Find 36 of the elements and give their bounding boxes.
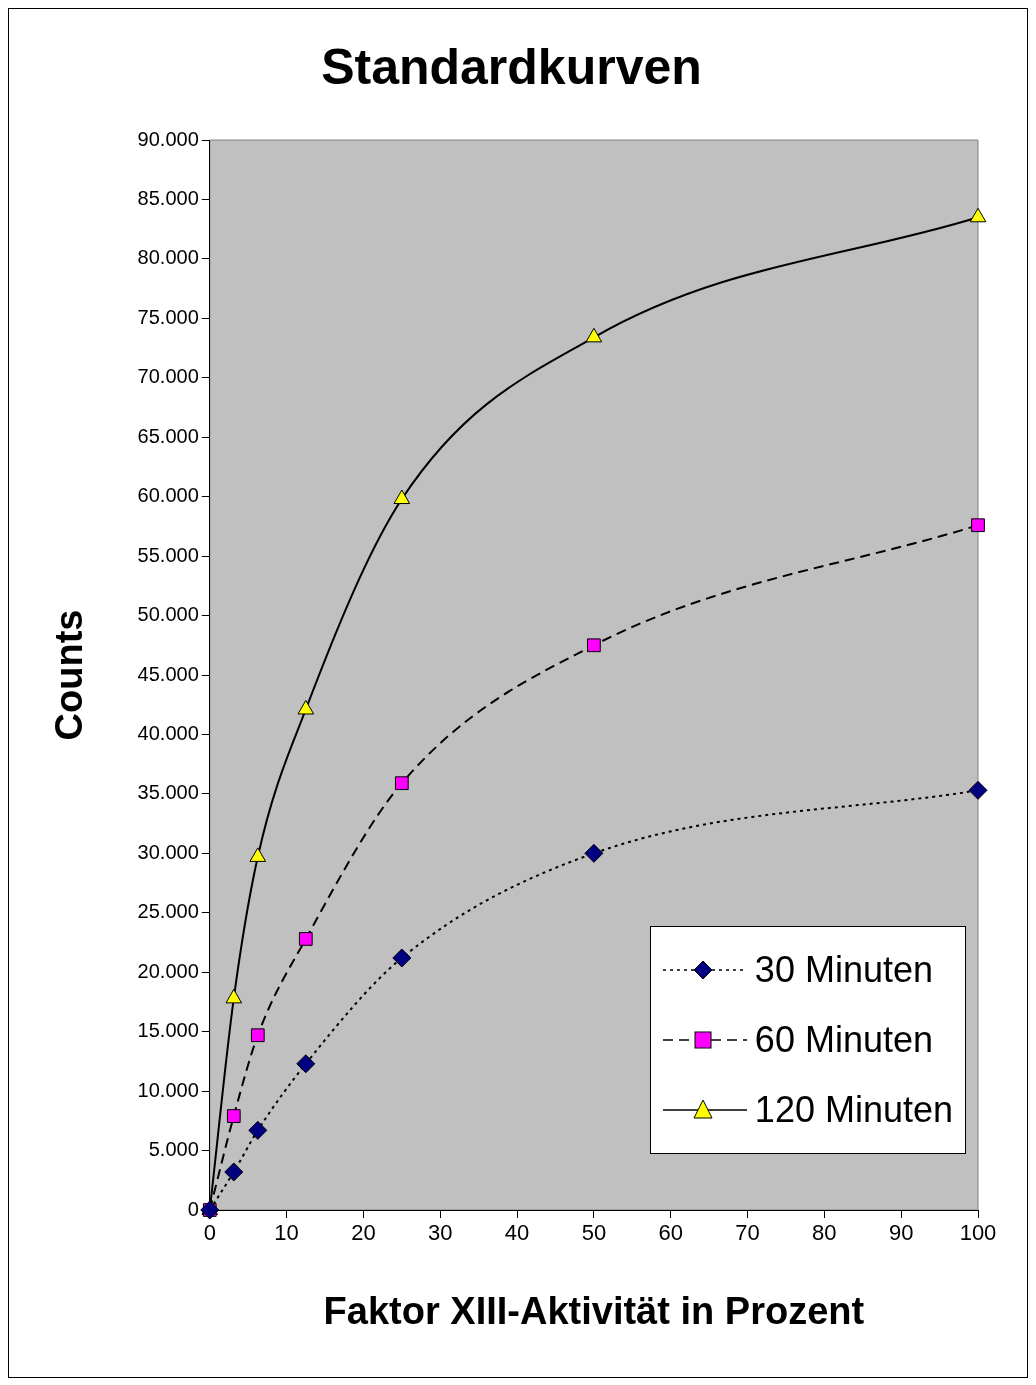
x-tick-label: 80 xyxy=(812,1220,837,1246)
y-tick-label: 50.000 xyxy=(137,603,199,626)
y-axis-title: Counts xyxy=(48,609,91,741)
y-tick-label: 65.000 xyxy=(137,424,199,447)
y-tick-label: 15.000 xyxy=(137,1019,199,1042)
y-tick-label: 25.000 xyxy=(137,900,199,923)
x-tick-label: 20 xyxy=(351,1220,376,1246)
x-tick-label: 0 xyxy=(203,1220,216,1246)
x-tick-label: 100 xyxy=(959,1220,997,1246)
x-axis-title: Faktor XIII-Aktivität in Prozent xyxy=(323,1289,865,1332)
x-tick-label: 50 xyxy=(581,1220,607,1246)
y-tick-label: 75.000 xyxy=(137,305,199,328)
x-tick-label: 10 xyxy=(274,1220,299,1246)
y-tick-label: 60.000 xyxy=(137,484,199,507)
x-tick-label: 90 xyxy=(888,1220,914,1246)
y-tick-label: 35.000 xyxy=(137,781,199,804)
y-tick-label: 20.000 xyxy=(137,959,199,982)
x-tick-label: 30 xyxy=(428,1220,453,1246)
x-tick-label: 40 xyxy=(504,1220,530,1246)
y-tick-label: 45.000 xyxy=(137,662,199,685)
legend-label: 60 Minuten xyxy=(754,1019,933,1061)
y-tick-label: 85.000 xyxy=(137,186,199,209)
chart-title: Standardkurven xyxy=(321,38,702,95)
x-tick-label: 60 xyxy=(658,1220,683,1246)
legend-label: 120 Minuten xyxy=(754,1089,953,1131)
y-tick-label: 30.000 xyxy=(137,840,199,863)
y-tick-label: 40.000 xyxy=(137,721,199,744)
y-tick-label: 10.000 xyxy=(137,1078,199,1101)
y-tick-label: 55.000 xyxy=(137,543,199,566)
y-tick-label: 5.000 xyxy=(148,1138,199,1161)
x-tick-label: 70 xyxy=(735,1220,760,1246)
legend-label: 30 Minuten xyxy=(754,949,933,991)
y-tick-label: 80.000 xyxy=(137,246,199,269)
y-tick-label: 70.000 xyxy=(137,365,199,388)
y-tick-label: 0 xyxy=(187,1197,199,1220)
y-tick-label: 90.000 xyxy=(137,127,199,150)
